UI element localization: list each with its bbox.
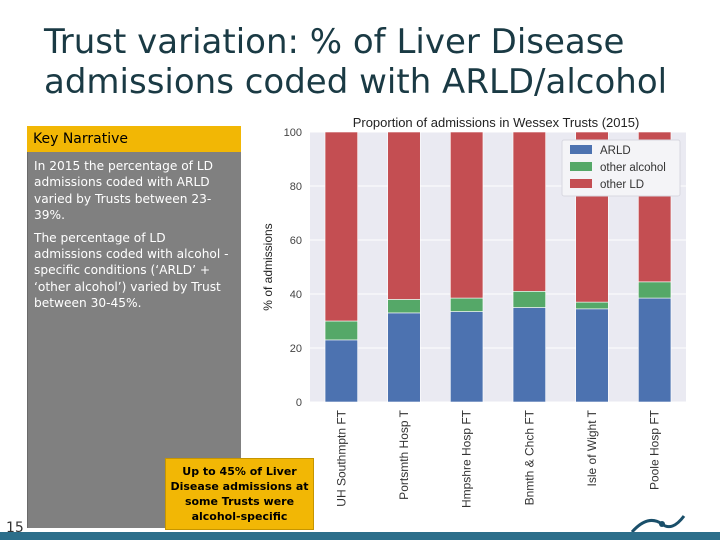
legend-swatch [570, 162, 592, 171]
narrative-paragraph: In 2015 the percentage of LD admissions … [34, 159, 214, 223]
y-tick-label: 80 [290, 181, 302, 193]
y-tick-label: 0 [296, 397, 302, 409]
callout-box: Up to 45% of Liver Disease admissions at… [165, 458, 314, 530]
x-tick-label: UH Southmptn FT [334, 409, 348, 506]
chart-title: Proportion of admissions in Wessex Trust… [353, 115, 640, 130]
y-tick-labels: 0 20 40 60 80 100 [284, 127, 302, 409]
bar-segment [512, 291, 546, 308]
legend-label: other alcohol [600, 162, 666, 174]
bar-segment [450, 311, 484, 403]
bar-segment [638, 297, 672, 403]
legend-label: ARLD [600, 145, 631, 157]
callout-text: Up to 45% of Liver Disease admissions at… [170, 465, 309, 523]
bar-segment [387, 312, 421, 403]
x-tick-label: Hmpshre Hosp FT [460, 409, 474, 508]
x-tick-label: Poole Hosp FT [648, 409, 662, 490]
bar-segment [638, 281, 672, 299]
bar-segment [324, 320, 358, 341]
stacked-bar-chart: 0 20 40 60 80 100 UH Southmptn FT Portsmth Hos… [261, 115, 686, 508]
bar-segment [324, 339, 358, 403]
x-tick-label: Bnmth & Chch FT [522, 409, 536, 505]
bar-segment [575, 301, 609, 310]
narrative-paragraph: The percentage of LD admissions coded wi… [34, 230, 229, 311]
slide-title: Trust variation: % of Liver Disease admi… [44, 22, 668, 102]
legend: ARLD other alcohol other LD [561, 139, 681, 197]
bar-segment [575, 308, 609, 403]
logo-swoosh-icon [630, 515, 686, 534]
y-axis-label: % of admissions [261, 223, 275, 310]
bar-segment [512, 307, 546, 403]
x-tick-label: Isle of Wight T [585, 409, 599, 486]
bar-segment [324, 131, 358, 322]
key-narrative-header: Key Narrative [27, 126, 241, 152]
legend-label: other LD [600, 179, 644, 191]
y-tick-label: 40 [290, 289, 302, 301]
legend-swatch [570, 179, 592, 188]
x-tick-labels: UH Southmptn FT Portsmth Hosp T Hmpshre Ho… [334, 409, 661, 508]
y-tick-label: 60 [290, 235, 302, 247]
key-narrative-body: In 2015 the percentage of LD admissions … [27, 152, 241, 528]
bar-segment [387, 299, 421, 314]
y-tick-label: 20 [290, 343, 302, 355]
bar-segment [450, 297, 484, 312]
footer-bar [0, 532, 720, 540]
bar-segment [387, 131, 421, 300]
bar-segment [450, 131, 484, 299]
x-tick-label: Portsmth Hosp T [397, 409, 411, 499]
bar-segment [512, 131, 546, 292]
legend-swatch [570, 145, 592, 154]
y-tick-label: 100 [284, 127, 302, 139]
